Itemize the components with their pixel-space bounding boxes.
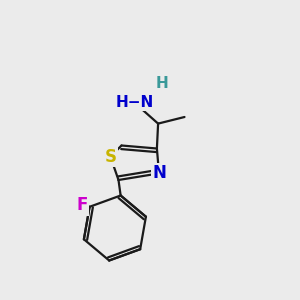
Text: H−N: H−N bbox=[115, 95, 154, 110]
Text: H: H bbox=[156, 76, 168, 92]
Text: N: N bbox=[152, 164, 166, 182]
Text: F: F bbox=[76, 196, 88, 214]
Text: S: S bbox=[104, 148, 116, 166]
